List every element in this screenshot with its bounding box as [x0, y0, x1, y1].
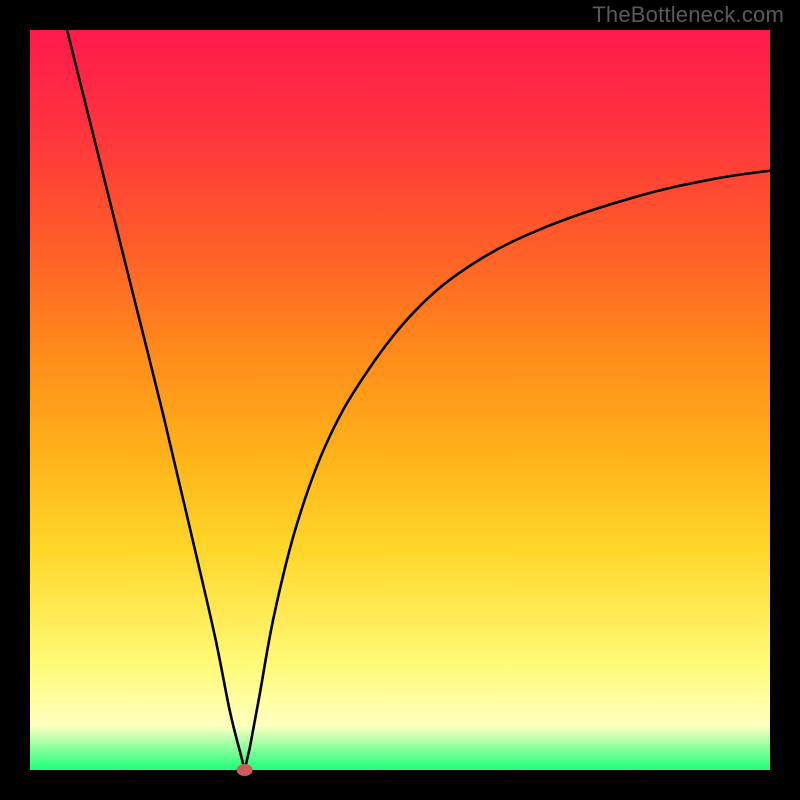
chart-container: { "watermark": "TheBottleneck.com", "can… — [0, 0, 800, 800]
minimum-marker — [237, 764, 253, 776]
plot-area — [30, 30, 770, 770]
chart-svg — [30, 30, 770, 770]
watermark-text: TheBottleneck.com — [592, 2, 784, 28]
curve-path — [67, 30, 770, 770]
